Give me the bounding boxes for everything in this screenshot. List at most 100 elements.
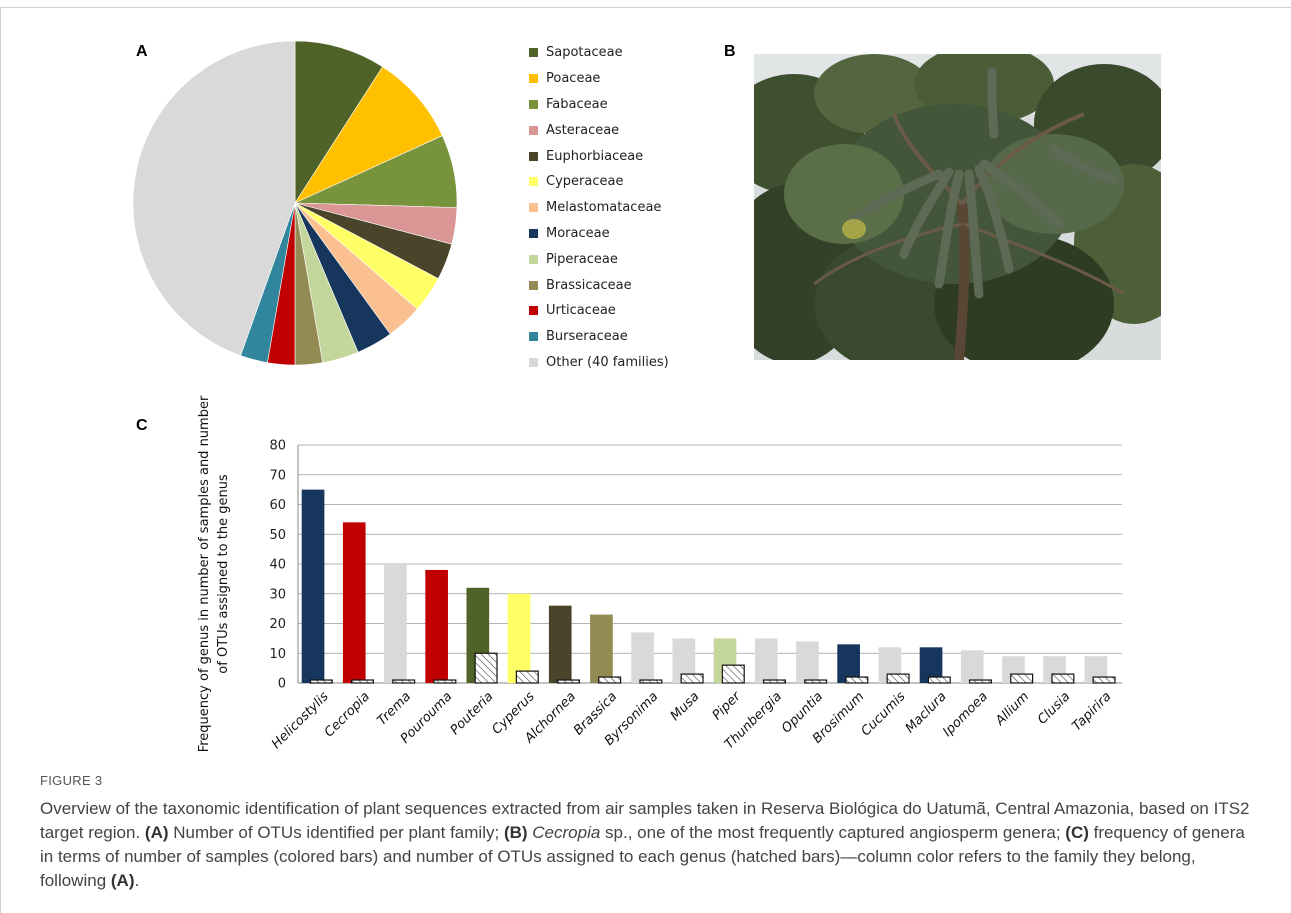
hatched-bar-maclura (927, 676, 951, 684)
legend-item: Piperaceae (529, 246, 719, 272)
cecropia-photo-image (754, 54, 1161, 360)
panel-label-a: A (136, 43, 148, 60)
legend-label: Euphorbiaceae (546, 148, 644, 164)
y-tick-label: 30 (269, 587, 286, 602)
caption-text-3: sp., one of the most frequently captured… (600, 823, 1066, 842)
legend-item: Sapotaceae (529, 40, 719, 66)
hatched-bar-clusia (1051, 673, 1075, 684)
hatched-bar-thunbergia (762, 679, 786, 684)
hatched-bar-allium (1010, 673, 1034, 684)
hatched-bar-alchornea (556, 679, 580, 684)
x-tick-label: Ipomoea (940, 689, 991, 740)
legend-item: Moraceae (529, 221, 719, 247)
x-tick-label: Helicostylis (269, 689, 332, 752)
cecropia-photo (754, 54, 1161, 360)
legend-swatch (529, 203, 538, 213)
legend-label: Sapotaceae (546, 45, 623, 61)
y-tick-label: 10 (269, 647, 286, 662)
y-axis-label: Frequency of genus in number of samples … (197, 395, 212, 752)
family-pie-chart (132, 40, 458, 366)
legend-swatch (529, 74, 538, 84)
x-tick-label: Trema (375, 689, 415, 729)
y-tick-label: 50 (269, 528, 286, 543)
hatched-bar-byrsonima (639, 679, 663, 684)
y-tick-label: 0 (278, 677, 286, 692)
legend-label: Asteraceae (546, 122, 620, 138)
hatched-bar-cecropia (350, 679, 374, 684)
legend-label: Burseraceae (546, 329, 628, 345)
caption-text-5: . (134, 871, 140, 890)
bar-brosimum (837, 644, 860, 683)
legend-item: Melastomataceae (529, 195, 719, 221)
genus-bar-chart: 0 10 20 30 40 50 60 70 80 Frequency of genus in n… (197, 395, 1122, 752)
hatched-bar-opuntia (804, 679, 828, 684)
y-tick-label: 80 (269, 439, 286, 454)
x-tick-label: Clusia (1035, 689, 1073, 727)
legend-swatch (529, 177, 538, 187)
legend-swatch (529, 125, 538, 135)
caption-text-2: Number of OTUs identified per plant fami… (168, 823, 504, 842)
caption-ref-c: (C) (1065, 823, 1089, 842)
x-tick-label: Tapirira (1069, 689, 1114, 734)
bar-trema (384, 564, 407, 683)
legend-label: Urticaceae (546, 303, 616, 319)
hatched-bar-cucumis (886, 673, 910, 684)
hatched-bar-trema (392, 679, 416, 684)
legend-swatch (529, 254, 538, 264)
hatched-bar-pouteria (474, 652, 498, 684)
figure-caption: Overview of the taxonomic identification… (40, 797, 1260, 893)
bar-alchornea (548, 605, 572, 683)
hatched-bar-pourouma (433, 679, 457, 684)
legend-item: Burseraceae (529, 324, 719, 350)
legend-swatch (529, 280, 538, 290)
legend-item: Euphorbiaceae (529, 143, 719, 169)
bar-cyperus (507, 593, 531, 683)
legend-label: Moraceae (546, 225, 610, 241)
legend-label: Cyperaceae (546, 174, 624, 190)
legend-label: Fabaceae (546, 96, 608, 112)
legend-swatch (529, 99, 538, 109)
legend-label: Melastomataceae (546, 200, 662, 216)
pie-slice-poaceae (294, 66, 443, 204)
bar-helicostylis (301, 489, 325, 683)
y-tick-label: 40 (269, 558, 286, 573)
legend-swatch (529, 48, 538, 58)
hatched-bar-brosimum (845, 676, 869, 684)
legend-item: Fabaceae (529, 92, 719, 118)
legend-swatch (529, 306, 538, 316)
legend-item: Urticaceae (529, 298, 719, 324)
pie-legend: Sapotaceae Poaceae Fabaceae Asteraceae Eupho… (529, 40, 719, 375)
bar-tapirira (1084, 656, 1108, 683)
pie-slice-sapotaceae (294, 40, 383, 205)
hatched-bar-helicostylis (309, 679, 333, 684)
bar-maclura (919, 647, 943, 683)
bar-thunbergia (754, 638, 778, 683)
legend-item: Asteraceae (529, 117, 719, 143)
y-axis-label: of OTUs assigned to the genus (216, 474, 231, 674)
x-tick-label: Cecropia (322, 689, 373, 740)
legend-item: Poaceae (529, 66, 719, 92)
legend-swatch (529, 357, 538, 367)
hatched-bar-brassica (598, 676, 622, 684)
legend-swatch (529, 151, 538, 161)
caption-ref-a2: (A) (110, 871, 135, 890)
bar-musa (672, 638, 696, 683)
x-tick-label: Allium (992, 689, 1032, 729)
hatched-bar-cyperus (515, 670, 539, 684)
hatched-bar-piper (721, 664, 745, 684)
legend-swatch (529, 332, 538, 342)
bar-pourouma (425, 569, 448, 683)
legend-item: Cyperaceae (529, 169, 719, 195)
y-tick-label: 70 (269, 468, 286, 483)
pie-slice-other-40-families- (132, 40, 296, 356)
bar-ipomoea (960, 650, 984, 683)
legend-item: Other (40 families) (529, 350, 719, 376)
bar-brassica (590, 614, 613, 683)
caption-ref-b: (B) (503, 823, 528, 842)
legend-label: Poaceae (546, 71, 601, 87)
x-tick-label: Pouteria (448, 689, 497, 738)
panel-label-b: B (724, 43, 736, 60)
bar-byrsonima (631, 632, 654, 683)
figure-label: FIGURE 3 (40, 773, 103, 788)
caption-genus: Cecropia (532, 823, 601, 842)
